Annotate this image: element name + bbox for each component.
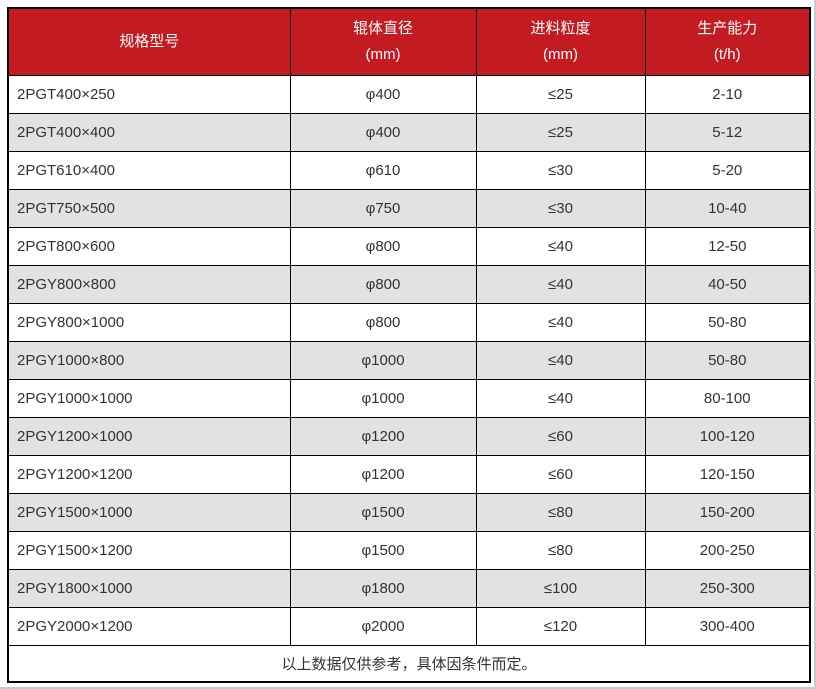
header-roller-diameter: 辊体直径 (mm)	[289, 7, 477, 76]
model-cell: 2PGY1200×1200	[7, 455, 291, 494]
table-row: 2PGY1200×1200 φ1200 ≤60 120-150	[7, 455, 811, 494]
header-capacity-unit: (t/h)	[713, 46, 741, 63]
capacity-cell: 200-250	[644, 531, 811, 570]
table-row: 2PGT750×500 φ750 ≤30 10-40	[7, 189, 811, 228]
diameter-cell: φ1000	[289, 379, 477, 418]
feed-cell: ≤40	[475, 265, 646, 304]
capacity-cell: 10-40	[644, 189, 811, 228]
table-row: 2PGY800×800 φ800 ≤40 40-50	[7, 265, 811, 304]
table-row: 2PGT400×250 φ400 ≤25 2-10	[7, 75, 811, 114]
feed-cell: ≤60	[475, 455, 646, 494]
model-cell: 2PGY1000×800	[7, 341, 291, 380]
table-row: 2PGY800×1000 φ800 ≤40 50-80	[7, 303, 811, 342]
model-cell: 2PGY1500×1200	[7, 531, 291, 570]
table-row: 2PGT400×400 φ400 ≤25 5-12	[7, 113, 811, 152]
diameter-cell: φ1500	[289, 531, 477, 570]
header-capacity-label: 生产能力	[697, 20, 758, 37]
diameter-cell: φ1200	[289, 455, 477, 494]
header-row: 规格型号 辊体直径 (mm) 进料粒度 (mm) 生产能力 (t/h)	[7, 7, 811, 76]
diameter-cell: φ800	[289, 265, 477, 304]
capacity-cell: 2-10	[644, 75, 811, 114]
capacity-cell: 250-300	[644, 569, 811, 608]
feed-cell: ≤120	[475, 607, 646, 646]
feed-cell: ≤40	[475, 341, 646, 380]
feed-cell: ≤40	[475, 379, 646, 418]
disclaimer-text: 以上数据仅供参考，具体因条件而定。	[7, 645, 811, 683]
feed-cell: ≤25	[475, 113, 646, 152]
feed-cell: ≤25	[475, 75, 646, 114]
header-feed-size-label: 进料粒度	[530, 20, 591, 37]
footer-row: 以上数据仅供参考，具体因条件而定。	[7, 645, 811, 683]
table-row: 2PGY1000×800 φ1000 ≤40 50-80	[7, 341, 811, 380]
capacity-cell: 5-20	[644, 151, 811, 190]
diameter-cell: φ1800	[289, 569, 477, 608]
model-cell: 2PGT400×250	[7, 75, 291, 114]
table-row: 2PGY1800×1000 φ1800 ≤100 250-300	[7, 569, 811, 608]
diameter-cell: φ2000	[289, 607, 477, 646]
feed-cell: ≤30	[475, 151, 646, 190]
feed-cell: ≤80	[475, 531, 646, 570]
model-cell: 2PGY1000×1000	[7, 379, 291, 418]
model-cell: 2PGY2000×1200	[7, 607, 291, 646]
feed-cell: ≤80	[475, 493, 646, 532]
capacity-cell: 5-12	[644, 113, 811, 152]
model-cell: 2PGY800×1000	[7, 303, 291, 342]
capacity-cell: 12-50	[644, 227, 811, 266]
table-row: 2PGT610×400 φ610 ≤30 5-20	[7, 151, 811, 190]
feed-cell: ≤60	[475, 417, 646, 456]
model-cell: 2PGY1200×1000	[7, 417, 291, 456]
feed-cell: ≤40	[475, 227, 646, 266]
diameter-cell: φ750	[289, 189, 477, 228]
header-roller-diameter-unit: (mm)	[365, 46, 401, 63]
table-row: 2PGT800×600 φ800 ≤40 12-50	[7, 227, 811, 266]
diameter-cell: φ1000	[289, 341, 477, 380]
capacity-cell: 50-80	[644, 341, 811, 380]
diameter-cell: φ610	[289, 151, 477, 190]
feed-cell: ≤40	[475, 303, 646, 342]
header-roller-diameter-label: 辊体直径	[352, 20, 413, 37]
header-feed-size: 进料粒度 (mm)	[475, 7, 646, 76]
table-row: 2PGY1200×1000 φ1200 ≤60 100-120	[7, 417, 811, 456]
spec-table: 规格型号 辊体直径 (mm) 进料粒度 (mm) 生产能力 (t/h) 2PGT…	[7, 7, 811, 683]
table-row: 2PGY2000×1200 φ2000 ≤120 300-400	[7, 607, 811, 646]
model-cell: 2PGT800×600	[7, 227, 291, 266]
capacity-cell: 300-400	[644, 607, 811, 646]
capacity-cell: 100-120	[644, 417, 811, 456]
model-cell: 2PGT750×500	[7, 189, 291, 228]
model-cell: 2PGY1500×1000	[7, 493, 291, 532]
spec-table-body: 2PGT400×250 φ400 ≤25 2-10 2PGT400×400 φ4…	[7, 75, 811, 646]
capacity-cell: 150-200	[644, 493, 811, 532]
feed-cell: ≤30	[475, 189, 646, 228]
model-cell: 2PGT610×400	[7, 151, 291, 190]
capacity-cell: 120-150	[644, 455, 811, 494]
header-model-label: 规格型号	[119, 33, 180, 50]
header-capacity: 生产能力 (t/h)	[644, 7, 811, 76]
feed-cell: ≤100	[475, 569, 646, 608]
table-row: 2PGY1500×1200 φ1500 ≤80 200-250	[7, 531, 811, 570]
model-cell: 2PGY800×800	[7, 265, 291, 304]
capacity-cell: 40-50	[644, 265, 811, 304]
model-cell: 2PGT400×400	[7, 113, 291, 152]
model-cell: 2PGY1800×1000	[7, 569, 291, 608]
diameter-cell: φ800	[289, 227, 477, 266]
diameter-cell: φ400	[289, 75, 477, 114]
diameter-cell: φ400	[289, 113, 477, 152]
header-feed-size-unit: (mm)	[543, 46, 578, 63]
capacity-cell: 50-80	[644, 303, 811, 342]
capacity-cell: 80-100	[644, 379, 811, 418]
spec-table-footer: 以上数据仅供参考，具体因条件而定。	[7, 645, 811, 683]
diameter-cell: φ800	[289, 303, 477, 342]
table-row: 2PGY1500×1000 φ1500 ≤80 150-200	[7, 493, 811, 532]
table-row: 2PGY1000×1000 φ1000 ≤40 80-100	[7, 379, 811, 418]
spec-table-header: 规格型号 辊体直径 (mm) 进料粒度 (mm) 生产能力 (t/h)	[7, 7, 811, 76]
header-model: 规格型号	[7, 7, 291, 76]
diameter-cell: φ1500	[289, 493, 477, 532]
diameter-cell: φ1200	[289, 417, 477, 456]
